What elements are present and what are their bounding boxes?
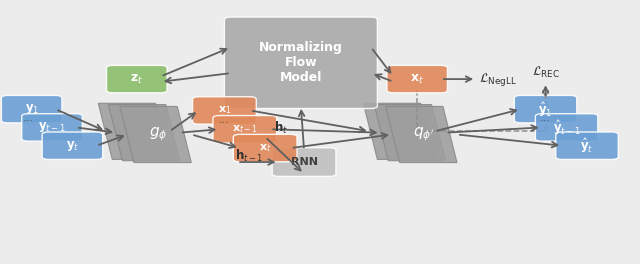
Text: RNN: RNN [291, 157, 317, 167]
Polygon shape [108, 105, 180, 161]
Text: $\mathbf{h}_t$: $\mathbf{h}_t$ [274, 120, 288, 136]
FancyBboxPatch shape [387, 65, 447, 93]
Text: $\mathcal{L}_{\rm NegLL}$: $\mathcal{L}_{\rm NegLL}$ [479, 70, 517, 88]
FancyBboxPatch shape [225, 17, 378, 109]
Polygon shape [120, 106, 191, 163]
FancyBboxPatch shape [22, 114, 83, 141]
Text: $\mathbf{z}_t$: $\mathbf{z}_t$ [131, 73, 143, 86]
Text: ...: ... [219, 115, 230, 125]
FancyBboxPatch shape [515, 95, 577, 123]
FancyBboxPatch shape [213, 116, 276, 143]
Text: $\hat{\mathbf{y}}_t$: $\hat{\mathbf{y}}_t$ [580, 136, 594, 155]
FancyBboxPatch shape [234, 134, 297, 162]
Text: $\mathbf{x}_t$: $\mathbf{x}_t$ [410, 73, 424, 86]
Text: $\hat{\mathbf{y}}_{t-1}$: $\hat{\mathbf{y}}_{t-1}$ [553, 118, 580, 137]
Polygon shape [364, 103, 435, 159]
FancyBboxPatch shape [556, 132, 618, 159]
FancyBboxPatch shape [536, 114, 598, 141]
Text: $\mathbf{x}_t$: $\mathbf{x}_t$ [259, 142, 271, 154]
Text: $\mathbf{y}_{t-1}$: $\mathbf{y}_{t-1}$ [38, 120, 66, 134]
Text: $\mathbf{y}_t$: $\mathbf{y}_t$ [66, 139, 79, 153]
Text: $\mathbf{h}_{t-1}$: $\mathbf{h}_{t-1}$ [236, 148, 264, 164]
Polygon shape [386, 106, 457, 163]
Polygon shape [374, 105, 445, 161]
Text: $g_{\phi}$: $g_{\phi}$ [149, 126, 167, 143]
Text: $q_{\phi'}$: $q_{\phi'}$ [413, 126, 435, 143]
Text: Normalizing
Flow
Model: Normalizing Flow Model [259, 41, 343, 84]
Polygon shape [99, 103, 170, 159]
Text: $\mathbf{y}_1$: $\mathbf{y}_1$ [24, 102, 39, 116]
Text: $\hat{\mathbf{y}}_1$: $\hat{\mathbf{y}}_1$ [538, 100, 553, 119]
Text: $\mathbf{x}_1$: $\mathbf{x}_1$ [218, 105, 231, 116]
Text: ...: ... [23, 113, 34, 123]
FancyBboxPatch shape [272, 148, 336, 176]
FancyBboxPatch shape [1, 95, 62, 123]
Text: $\mathbf{x}_{t-1}$: $\mathbf{x}_{t-1}$ [232, 123, 258, 135]
FancyBboxPatch shape [42, 132, 102, 159]
FancyBboxPatch shape [193, 97, 256, 124]
Text: ...: ... [540, 113, 551, 123]
FancyBboxPatch shape [106, 65, 167, 93]
Text: $\mathcal{L}_{\rm REC}$: $\mathcal{L}_{\rm REC}$ [532, 65, 559, 80]
